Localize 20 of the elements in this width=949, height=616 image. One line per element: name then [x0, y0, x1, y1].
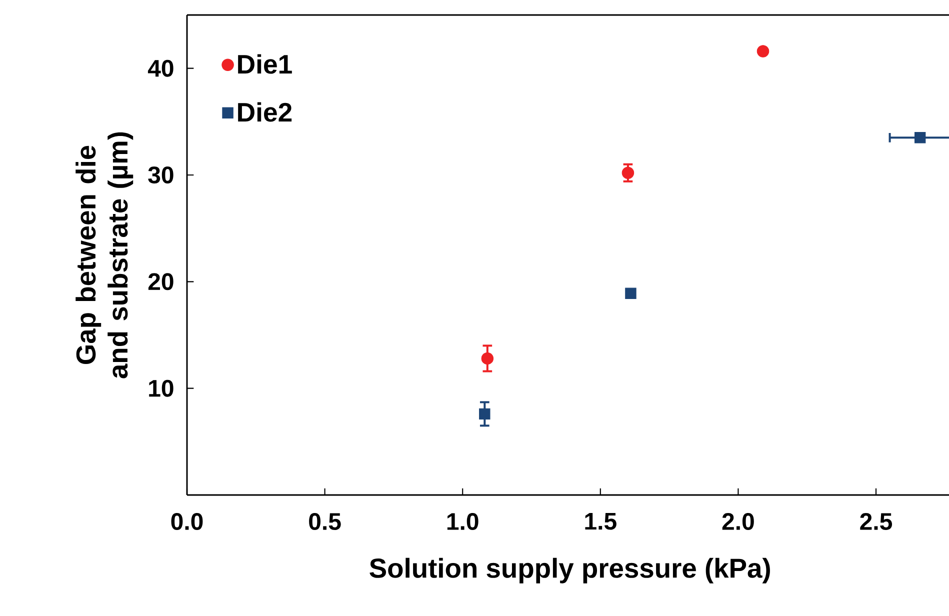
point	[479, 408, 490, 420]
y-tick-label: 40	[148, 60, 174, 77]
y-tick-label: 10	[149, 380, 174, 397]
x-tick-label: 0.0	[171, 513, 203, 530]
y-tick-label: 20	[148, 273, 174, 290]
x-tick-label: 1.0	[447, 513, 478, 530]
point	[756, 45, 770, 58]
y-axis-title: Gap between die and substrate (µm)	[76, 132, 134, 378]
point	[625, 288, 636, 299]
point	[481, 352, 494, 365]
point	[622, 166, 634, 179]
x-tick-label: 1.5	[585, 513, 616, 530]
x-tick-label: 0.5	[309, 513, 341, 530]
x-tick-label: 2.5	[860, 513, 892, 530]
y-tick-label: 30	[148, 166, 174, 184]
legend-label: Die2	[238, 102, 292, 122]
point	[914, 132, 926, 144]
x-tick-label: 2.0	[722, 513, 754, 530]
legend-label: Die1	[238, 54, 292, 74]
x-axis-title: Solution supply pressure (kPa)	[370, 558, 770, 584]
